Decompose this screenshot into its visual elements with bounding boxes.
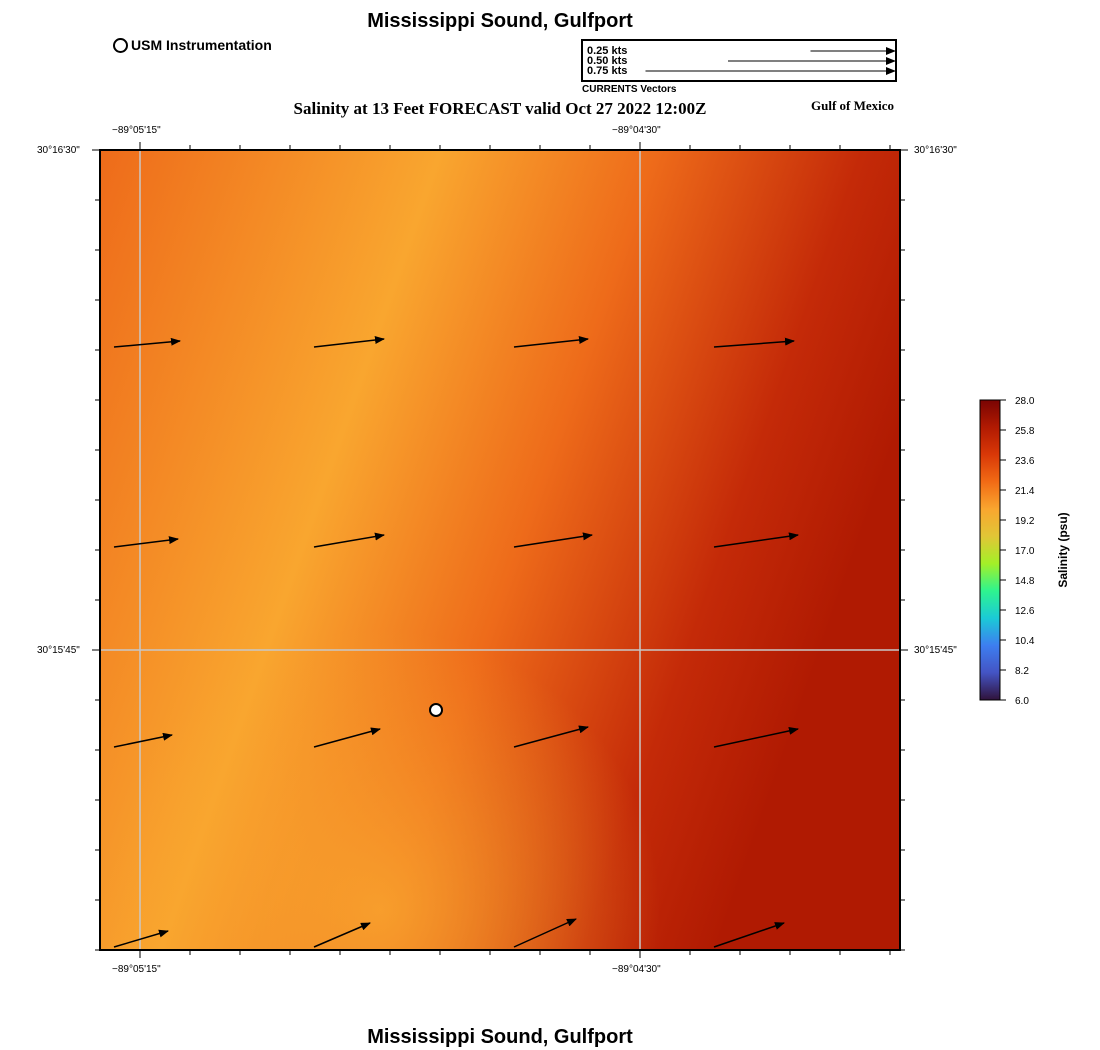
map-title: Mississippi Sound, Gulfport <box>367 10 633 32</box>
current-vector-arrow <box>113 929 169 948</box>
colorbar-tick-label: 21.4 <box>1015 486 1035 497</box>
current-vector-arrow <box>313 922 371 948</box>
current-vector-arrow <box>713 922 785 948</box>
colorbar-tick-label: 25.8 <box>1015 426 1035 437</box>
vector-key-caption: CURRENTS Vectors <box>582 84 677 95</box>
current-vector-arrow <box>713 337 795 348</box>
station-circle-icon <box>113 37 128 53</box>
vector-key-label-025: 0.25 kts <box>587 45 628 57</box>
colorbar-tick-label: 23.6 <box>1015 456 1035 467</box>
map-frame <box>99 149 901 951</box>
colorbar-tick-label: 8.2 <box>1015 666 1029 677</box>
current-vector-arrow <box>513 335 589 348</box>
lon-label-top-1: −89°05'15" <box>112 125 161 136</box>
region-label: Gulf of Mexico <box>811 98 895 113</box>
colorbar-title: Salinity (psu) <box>1056 512 1070 588</box>
map-subtitle: Salinity at 13 Feet FORECAST valid Oct 2… <box>293 99 707 118</box>
current-vector-arrow <box>513 532 593 548</box>
current-vector-arrow <box>713 532 799 548</box>
lat-label-right-1: 30°16'30" <box>914 145 957 156</box>
current-vector-arrow <box>113 337 181 348</box>
salinity-field-low-patch <box>100 150 900 950</box>
colorbar-ticks: 28.0 25.8 23.6 21.4 19.2 17.0 14.8 12.6 10.4 8.2 6… <box>1000 396 1035 707</box>
usm-station-marker[interactable] <box>429 703 443 717</box>
colorbar-tick-label: 6.0 <box>1015 696 1029 707</box>
lon-label-bottom-1: −89°05'15" <box>112 964 161 975</box>
map-footer-title: Mississippi Sound, Gulfport <box>367 1026 633 1048</box>
colorbar-tick-label: 17.0 <box>1015 546 1035 557</box>
current-vector-key: 0.25 kts 0.50 kts 0.75 kts <box>581 39 897 82</box>
station-marker-group <box>429 703 443 717</box>
colorbar-tick-label: 19.2 <box>1015 516 1035 527</box>
colorbar-tick-label: 10.4 <box>1015 636 1035 647</box>
vector-key-label-050: 0.50 kts <box>587 55 628 67</box>
graticule <box>100 150 900 950</box>
current-vector-arrow <box>313 336 385 348</box>
colorbar <box>979 399 1001 701</box>
colorbar-tick-label: 12.6 <box>1015 606 1035 617</box>
lat-label-right-2: 30°15'45" <box>914 645 957 656</box>
usm-instrumentation-legend: USM Instrumentation <box>113 37 272 53</box>
lat-label-left-1: 30°16'30" <box>37 145 80 156</box>
current-vector-arrow <box>113 732 173 748</box>
current-vector-arrow <box>513 918 577 948</box>
vector-key-arrows <box>645 47 895 75</box>
frame-ticks <box>92 142 908 958</box>
current-vector-arrow <box>313 532 385 548</box>
lon-label-bottom-2: −89°04'30" <box>612 964 661 975</box>
current-vector-arrow <box>713 726 799 748</box>
usm-legend-label: USM Instrumentation <box>131 37 272 53</box>
colorbar-tick-label: 28.0 <box>1015 396 1035 407</box>
lon-label-top-2: −89°04'30" <box>612 125 661 136</box>
current-vectors <box>113 335 799 948</box>
lat-label-left-2: 30°15'45" <box>37 645 80 656</box>
current-vector-arrow <box>513 725 589 748</box>
vector-key-label-075: 0.75 kts <box>587 65 628 77</box>
current-vector-arrow <box>313 727 381 748</box>
current-vector-arrow <box>113 536 179 548</box>
colorbar-tick-label: 14.8 <box>1015 576 1035 587</box>
